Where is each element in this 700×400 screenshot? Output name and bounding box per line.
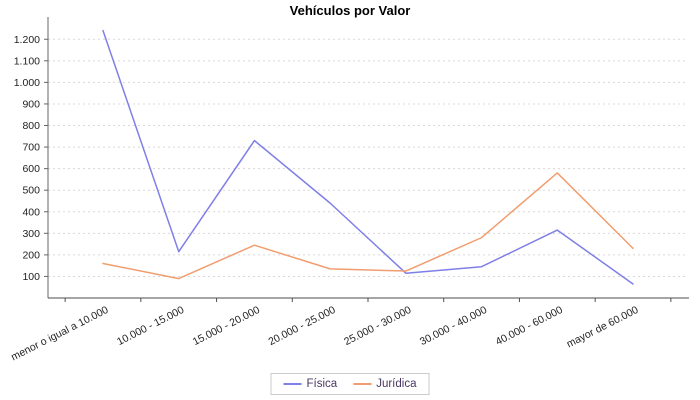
y-axis-ticks [44, 38, 48, 277]
x-tick-label: 25.000 - 30.000 [342, 304, 413, 348]
x-tick-label: 15.000 - 20.000 [191, 304, 262, 348]
legend-label-fisica: Física [306, 378, 338, 390]
y-tick-label: 700 [22, 142, 40, 154]
legend-label-juridica: Jurídica [376, 378, 417, 390]
x-tick-label: menor o igual a 10.000 [9, 304, 110, 364]
y-tick-label: 200 [22, 249, 40, 261]
y-tick-label: 300 [22, 228, 40, 240]
x-tick-label: 40.000 - 60.000 [494, 304, 565, 348]
y-tick-label: 1.000 [14, 77, 40, 89]
x-tick-label: 10.000 - 15.000 [115, 304, 186, 348]
y-tick-label: 1.100 [14, 55, 40, 67]
y-tick-label: 500 [22, 185, 40, 197]
x-tick-label: 30.000 - 40.000 [418, 304, 489, 348]
legend-item-fisica: Física [283, 378, 338, 390]
y-axis-labels: 100 200 300 400 500 600 700 800 900 1.000 1.100 1.2… [14, 34, 40, 283]
x-tick-label: 20.000 - 25.000 [267, 304, 338, 348]
y-tick-label: 800 [22, 120, 40, 132]
chart-title: Vehículos por Valor [289, 3, 411, 18]
y-tick-label: 600 [22, 163, 40, 175]
series-line-fisica [102, 29, 634, 285]
line-chart-canvas: 100 200 300 400 500 600 700 800 900 1.000 1.100 1.2… [9, 17, 689, 364]
y-tick-label: 400 [22, 206, 40, 218]
x-tick-label: mayor de 60.000 [565, 304, 641, 351]
legend-swatch-juridica [353, 383, 372, 385]
y-gridlines [48, 38, 688, 277]
legend-item-juridica: Jurídica [353, 378, 416, 390]
axes [47, 17, 689, 302]
x-axis-labels: menor o igual a 10.000 10.000 - 15.000 15.… [9, 304, 640, 364]
y-tick-label: 1.200 [14, 34, 40, 46]
legend: Física Jurídica [270, 373, 430, 395]
y-tick-label: 100 [22, 271, 40, 283]
y-tick-label: 900 [22, 98, 40, 110]
series-line-juridica [102, 172, 634, 280]
legend-swatch-fisica [283, 383, 302, 385]
